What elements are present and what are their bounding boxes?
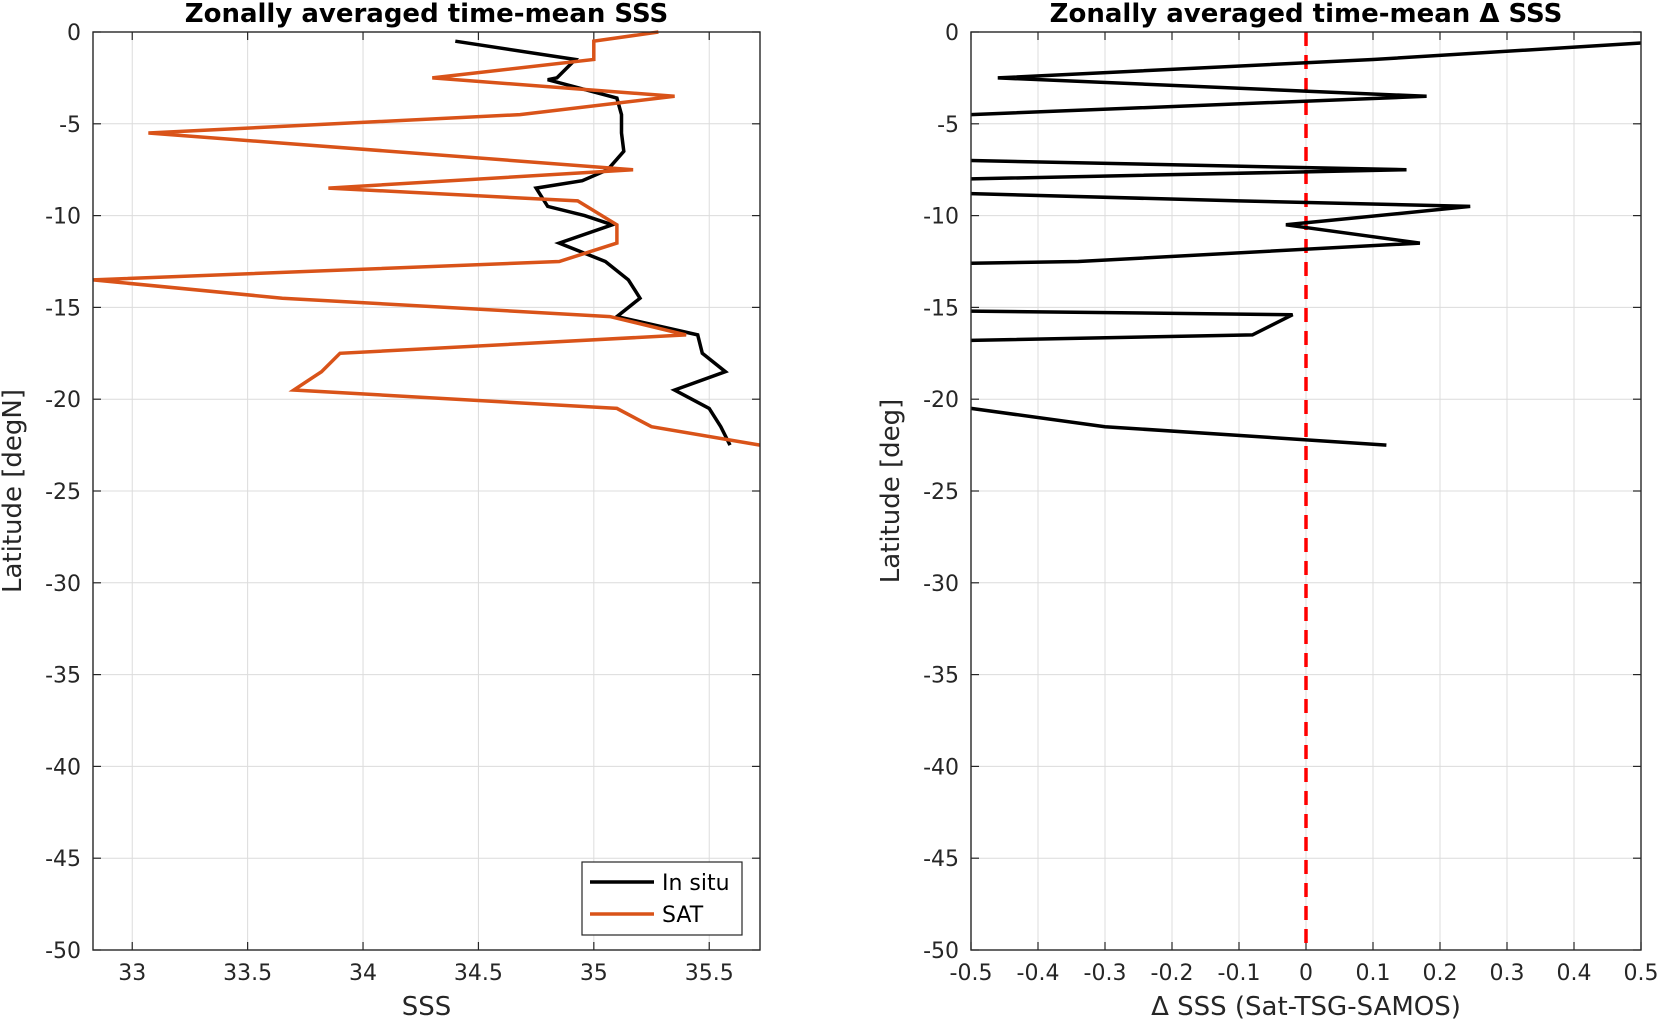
sss-x-tick-label: 34.5 [454,961,503,986]
sss-series-line-in-situ [455,39,732,446]
delta-sss-x-tick-label: 0.3 [1490,961,1525,986]
sss-y-tick-label: -5 [59,113,81,138]
sss-x-tick-label: 35 [580,961,608,986]
delta-sss-x-tick-labels: -0.5 -0.4 -0.3 -0.2 -0.1 0 0.1 0.2 0.3 0.4 0.5 [950,961,1659,986]
delta-sss-x-tick-label: -0.5 [950,961,993,986]
delta-sss-x-tick-label: 0.2 [1423,961,1458,986]
sss-y-tick-label: -10 [45,205,81,230]
delta-sss-series-line-segment [970,309,1294,343]
delta-sss-x-tick-label: 0.4 [1557,961,1592,986]
delta-sss-chart-title: Zonally averaged time-mean Δ SSS [1050,0,1563,29]
delta-sss-y-tick-label: -10 [923,205,959,230]
delta-sss-y-tick-label: -45 [923,847,959,872]
delta-sss-x-axis-label: Δ SSS (Sat-TSG-SAMOS) [1151,992,1461,1022]
delta-sss-x-tick-label: -0.3 [1084,961,1127,986]
legend-label-sat: SAT [662,903,704,928]
delta-sss-series-line-segment [970,41,1642,117]
sss-series-line-sat [92,30,761,447]
sss-x-tick-label: 33.5 [223,961,272,986]
delta-sss-y-tick-label: 0 [945,21,959,46]
legend-box [581,861,743,936]
sss-x-tick-label: 33 [118,961,146,986]
sss-y-axis-label: Latitude [degN] [0,389,28,593]
sss-y-tick-label: -40 [45,755,81,780]
sss-panel: 33 33.5 34 34.5 35 35.5 0 -5 -10 -15 -20 -25 -30 -35… [0,0,761,1022]
sss-y-tick-label: -45 [45,847,81,872]
sss-y-tick-label: -25 [45,480,81,505]
sss-x-tick-label: 35.5 [685,961,734,986]
delta-sss-x-tick-label: -0.2 [1151,961,1194,986]
delta-sss-axes-box [970,31,1642,951]
sss-series [92,30,761,447]
delta-sss-y-tick-label: -15 [923,296,959,321]
delta-sss-panel: -0.5 -0.4 -0.3 -0.2 -0.1 0 0.1 0.2 0.3 0.4 0.5 0 -5… [876,0,1659,1022]
delta-sss-series-line-segment [970,158,1407,181]
delta-sss-y-tick-label: -30 [923,572,959,597]
legend-label-in-situ: In situ [662,871,730,896]
delta-sss-series-line-segment [970,191,1471,266]
sss-y-tick-label: -15 [45,296,81,321]
delta-sss-series-line-segment [970,406,1387,447]
sss-x-axis-label: SSS [402,992,452,1022]
delta-sss-y-tick-label: -40 [923,755,959,780]
delta-sss-x-tick-label: 0 [1299,961,1313,986]
delta-sss-y-tick-label: -35 [923,664,959,689]
delta-sss-y-axis-label: Latitude [deg] [876,399,906,584]
delta-sss-x-tick-label: -0.1 [1218,961,1261,986]
delta-sss-series [970,32,1642,950]
sss-legend: In situ SAT [581,861,743,936]
delta-sss-y-tick-label: -5 [937,113,959,138]
sss-y-tick-label: -35 [45,664,81,689]
sss-y-tick-label: 0 [67,21,81,46]
sss-y-tick-label: -20 [45,388,81,413]
delta-sss-y-tick-label: -25 [923,480,959,505]
sss-y-tick-label: -30 [45,572,81,597]
delta-sss-x-tick-label: -0.4 [1017,961,1060,986]
delta-sss-grid [970,31,1642,951]
sss-grid [93,31,760,951]
sss-axes-box [92,31,761,951]
sss-chart-title: Zonally averaged time-mean SSS [185,0,669,29]
sss-y-tick-labels: 0 -5 -10 -15 -20 -25 -30 -35 -40 -45 -50 [45,21,81,964]
sss-x-tick-label: 34 [349,961,377,986]
delta-sss-y-tick-label: -50 [923,939,959,964]
delta-sss-y-tick-label: -20 [923,388,959,413]
delta-sss-x-tick-label: 0.5 [1624,961,1659,986]
delta-sss-y-tick-labels: 0 -5 -10 -15 -20 -25 -30 -35 -40 -45 -50 [923,21,959,964]
sss-y-tick-label: -50 [45,939,81,964]
delta-sss-x-tick-label: 0.1 [1356,961,1391,986]
sss-x-tick-labels: 33 33.5 34 34.5 35 35.5 [118,961,733,986]
